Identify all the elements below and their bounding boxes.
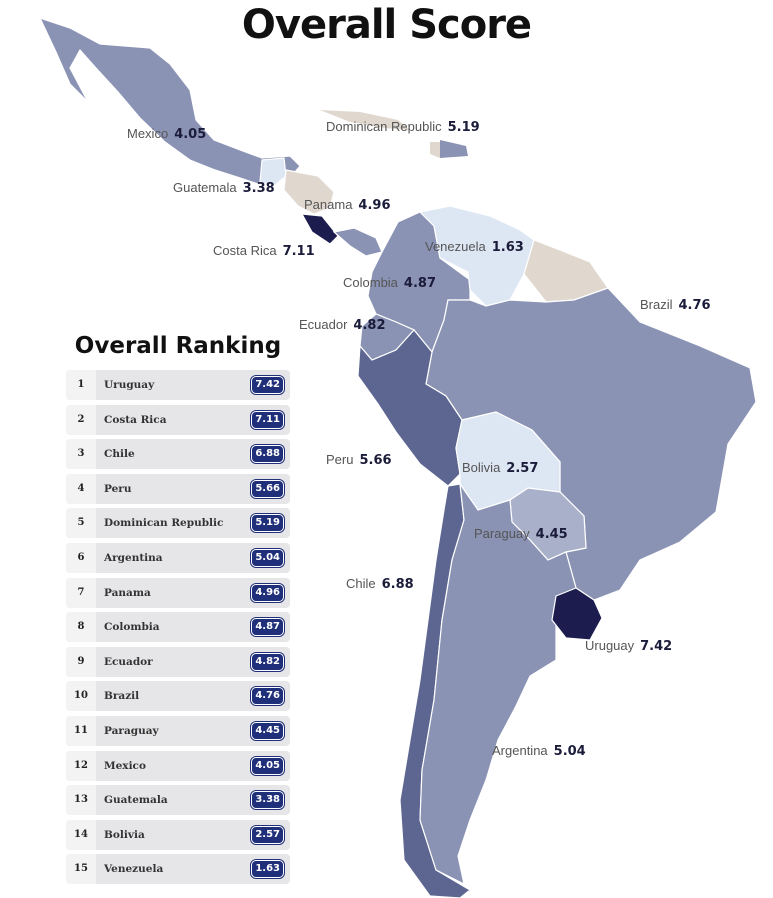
rank-score-badge: 7.11 bbox=[250, 409, 285, 430]
rank-number: 11 bbox=[66, 715, 96, 746]
rank-country: Colombia bbox=[104, 621, 160, 634]
map-label-guatemala: Guatemala 3.38 bbox=[173, 180, 275, 196]
rank-number: 10 bbox=[66, 681, 96, 712]
rank-score-badge: 5.04 bbox=[250, 547, 285, 568]
rank-number: 4 bbox=[66, 473, 96, 504]
ranking-row: 4 Peru 5.66 bbox=[66, 473, 290, 504]
region-costa-rica bbox=[300, 213, 339, 245]
ranking-row: 12 Mexico 4.05 bbox=[66, 750, 290, 781]
ranking-row: 10 Brazil 4.76 bbox=[66, 681, 290, 712]
rank-number: 14 bbox=[66, 819, 96, 850]
region-guatemala bbox=[259, 157, 287, 187]
rank-country: Dominican Republic bbox=[104, 517, 224, 530]
rank-number: 8 bbox=[66, 612, 96, 643]
rank-number: 2 bbox=[66, 404, 96, 435]
rank-country: Chile bbox=[104, 448, 135, 461]
rank-score-badge: 3.38 bbox=[250, 790, 285, 811]
rank-country: Uruguay bbox=[104, 379, 155, 391]
map-label-panama: Panama 4.96 bbox=[304, 197, 391, 213]
rank-country: Ecuador bbox=[104, 655, 153, 668]
rank-score-badge: 4.45 bbox=[250, 720, 285, 741]
rank-country: Brazil bbox=[104, 690, 140, 703]
rank-country: Argentina bbox=[104, 551, 163, 564]
rank-country: Paraguay bbox=[104, 724, 159, 737]
rank-score-badge: 5.19 bbox=[250, 513, 285, 534]
rank-score-badge: 1.63 bbox=[250, 859, 285, 880]
ranking-row: 3 Chile 6.88 bbox=[66, 439, 290, 470]
map-label-peru: Peru 5.66 bbox=[326, 452, 392, 468]
map-label-chile: Chile 6.88 bbox=[346, 576, 414, 592]
rank-number: 15 bbox=[66, 854, 96, 885]
rank-country: Costa Rica bbox=[104, 413, 167, 426]
ranking-row: 9 Ecuador 4.82 bbox=[66, 646, 290, 677]
rank-number: 6 bbox=[66, 542, 96, 573]
rank-score-badge: 6.88 bbox=[250, 444, 285, 465]
rank-country: Venezuela bbox=[104, 863, 164, 876]
ranking-row: 7 Panama 4.96 bbox=[66, 577, 290, 608]
ranking-row: 1 Uruguay 7.42 bbox=[66, 370, 290, 400]
rank-score-badge: 5.66 bbox=[250, 478, 285, 499]
rank-country: Guatemala bbox=[104, 794, 168, 807]
map-label-argentina: Argentina 5.04 bbox=[492, 743, 586, 759]
region-argentina bbox=[419, 483, 577, 886]
rank-score-badge: 4.87 bbox=[250, 617, 285, 638]
map-label-bolivia: Bolivia 2.57 bbox=[462, 460, 539, 476]
map-label-dominican-republic: Dominican Republic 5.19 bbox=[326, 119, 480, 135]
map-label-ecuador: Ecuador 4.82 bbox=[299, 317, 386, 333]
ranking-row: 15 Venezuela 1.63 bbox=[66, 854, 290, 885]
rank-score-badge: 4.96 bbox=[250, 582, 285, 603]
region-hispaniola-west bbox=[430, 142, 440, 158]
rank-number: 3 bbox=[66, 439, 96, 470]
rank-number: 12 bbox=[66, 750, 96, 781]
ranking-row: 2 Costa Rica 7.11 bbox=[66, 404, 290, 435]
ranking-title: Overall Ranking bbox=[74, 333, 282, 359]
rank-country: Mexico bbox=[104, 759, 146, 772]
rank-score-badge: 4.76 bbox=[250, 686, 285, 707]
rank-score-badge: 2.57 bbox=[250, 824, 285, 845]
rank-country: Panama bbox=[104, 586, 151, 599]
map-label-colombia: Colombia 4.87 bbox=[343, 275, 436, 291]
ranking-row: 11 Paraguay 4.45 bbox=[66, 715, 290, 746]
rank-country: Peru bbox=[104, 482, 132, 495]
ranking-row: 8 Colombia 4.87 bbox=[66, 612, 290, 643]
rank-number: 13 bbox=[66, 785, 96, 816]
ranking-list: 1 Uruguay 7.42 2 Costa Rica 7.11 3 Chile 6.88 … bbox=[66, 370, 290, 889]
rank-score-badge: 4.82 bbox=[250, 651, 285, 672]
region-central-america-nodata bbox=[283, 169, 335, 215]
rank-country: Bolivia bbox=[104, 828, 145, 841]
region-panama bbox=[332, 227, 383, 257]
map-label-venezuela: Venezuela 1.63 bbox=[425, 239, 524, 255]
map-label-uruguay: Uruguay 7.42 bbox=[585, 638, 673, 654]
rank-score-badge: 4.05 bbox=[250, 755, 285, 776]
ranking-row: 5 Dominican Republic 5.19 bbox=[66, 508, 290, 539]
page-title: Overall Score bbox=[241, 2, 532, 48]
ranking-row: 14 Bolivia 2.57 bbox=[66, 819, 290, 850]
rank-number: 9 bbox=[66, 646, 96, 677]
map-label-paraguay: Paraguay 4.45 bbox=[474, 526, 568, 542]
rank-score-badge: 7.42 bbox=[250, 375, 285, 395]
rank-number: 5 bbox=[66, 508, 96, 539]
region-dominican-republic bbox=[440, 140, 468, 158]
region-uruguay bbox=[551, 587, 603, 641]
ranking-row: 13 Guatemala 3.38 bbox=[66, 785, 290, 816]
rank-number: 7 bbox=[66, 577, 96, 608]
ranking-row: 6 Argentina 5.04 bbox=[66, 542, 290, 573]
region-cuba bbox=[320, 110, 410, 130]
rank-number: 1 bbox=[66, 370, 96, 400]
map-label-costa-rica: Costa Rica 7.11 bbox=[213, 243, 315, 259]
map-label-brazil: Brazil 4.76 bbox=[640, 297, 711, 313]
map-label-mexico: Mexico 4.05 bbox=[127, 126, 207, 142]
